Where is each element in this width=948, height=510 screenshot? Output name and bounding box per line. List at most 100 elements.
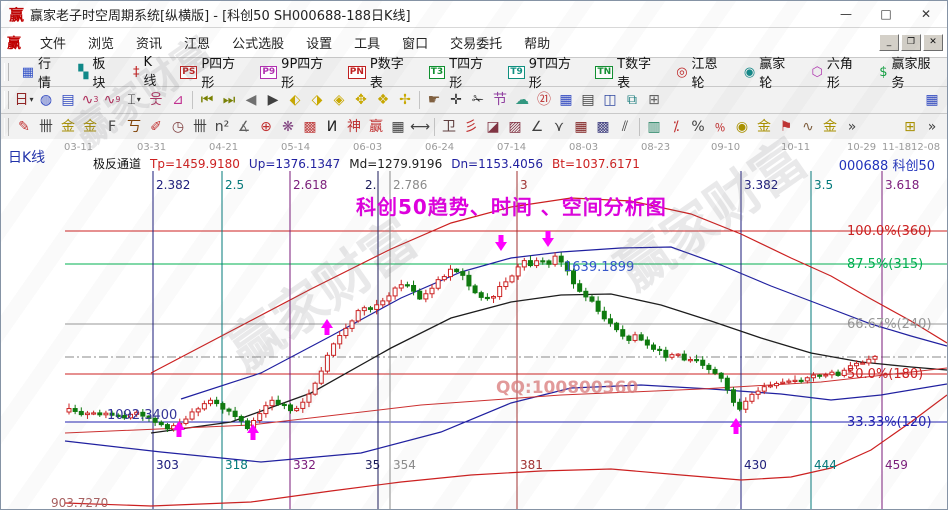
toolbar-winner-service-button[interactable]: $ 赢家服务 [870, 57, 947, 91]
mdi-close-button[interactable]: ✕ [923, 34, 943, 51]
toolbar-gann-wheel-button[interactable]: ◎ 江恩轮 [667, 57, 735, 91]
menu-资讯[interactable]: 资讯 [136, 37, 163, 52]
percent-line-icon[interactable]: ⁒ [672, 118, 680, 135]
brush-icon[interactable]: ✐ [150, 118, 162, 135]
toolbar-quotes-button[interactable]: ▦ 行情 [13, 57, 70, 91]
fibo-f-icon[interactable]: F [107, 118, 117, 135]
gold-circle-icon[interactable]: ◉ [735, 118, 749, 135]
wave-9-icon[interactable]: ∿ 9 [103, 92, 121, 108]
candle-style-icon[interactable]: ⌶ ▾ [127, 92, 141, 108]
box-hatch-icon[interactable]: ▨ [508, 118, 522, 135]
last-page-icon[interactable]: ⏭ [222, 92, 236, 108]
measure-icon[interactable]: ⟷ [409, 118, 431, 135]
network-icon[interactable]: ⧉ [627, 92, 637, 108]
diamond-left-icon[interactable]: ⬖ [289, 92, 301, 108]
grid-123-icon[interactable]: ▦ [391, 118, 405, 135]
stats-chart-icon[interactable]: ▥ [647, 118, 661, 135]
crosshair-icon[interactable]: ✛ [450, 92, 462, 108]
wave-tool-icon[interactable]: ∿ [802, 118, 814, 135]
menu-浏览[interactable]: 浏览 [88, 37, 115, 52]
gold-level-icon[interactable]: 金 [757, 118, 771, 135]
toolbar-t-square-button[interactable]: T3 T四方形 [420, 57, 500, 91]
mdi-restore-button[interactable]: ❐ [901, 34, 921, 51]
toolbar-9t-square-button[interactable]: T9 9T四方形 [499, 57, 586, 91]
mdi-minimize-button[interactable]: _ [879, 34, 899, 51]
menu-公式选股[interactable]: 公式选股 [232, 37, 285, 52]
gold-3-icon[interactable]: 金 [823, 118, 837, 135]
menu-帮助[interactable]: 帮助 [524, 37, 551, 52]
toolbar-p-square-button[interactable]: PS P四方形 [171, 57, 251, 91]
panel-icon[interactable]: ▦ [925, 92, 939, 108]
net-chart-icon[interactable]: ◍ [39, 92, 53, 108]
prev-icon[interactable]: ◀ [245, 92, 257, 108]
notebook-icon[interactable]: ▤ [581, 92, 595, 108]
menu-工具[interactable]: 工具 [354, 37, 381, 52]
menu-交易委托[interactable]: 交易委托 [450, 37, 503, 52]
clock-icon[interactable]: ◷ [171, 118, 185, 135]
ying-icon[interactable]: 赢 [369, 118, 383, 135]
percent-icon[interactable]: % [691, 118, 705, 135]
menu-文件[interactable]: 文件 [40, 37, 67, 52]
gann-target-icon[interactable]: ⊕ [260, 118, 272, 135]
more-right-icon[interactable]: » [927, 118, 937, 135]
toolbar-kline-button[interactable]: ‡ K线 [124, 55, 171, 89]
menu-江恩[interactable]: 江恩 [184, 37, 211, 52]
kline-chart-area[interactable]: 03-11 03-31 04-21 05-14 06-03 06-24 07-14 08-03… [1, 139, 947, 509]
parallel-icon[interactable]: ⫽ [621, 118, 629, 135]
save-icon[interactable]: ◫ [603, 92, 617, 108]
toolbar-winner-wheel-button[interactable]: ◉ 赢家轮 [735, 57, 803, 91]
stand-icon[interactable]: 卫 [442, 118, 456, 135]
more-icon[interactable]: » [847, 118, 857, 135]
shen-icon[interactable]: 神 [347, 118, 361, 135]
toolbar-t-table-button[interactable]: TN T数字表 [586, 57, 667, 91]
calendar-icon[interactable]: ㉑ [537, 92, 551, 108]
cloud-icon[interactable]: ☁ [515, 92, 529, 108]
print-icon[interactable]: ⊞ [648, 92, 660, 108]
angle-lines-icon[interactable]: ∠ [530, 118, 544, 135]
close-button[interactable]: ✕ [920, 7, 932, 21]
gold-lines-1-icon[interactable]: 金 [61, 118, 75, 135]
angle-ruler-icon[interactable]: ∡ [237, 118, 251, 135]
calculator-icon[interactable]: ▦ [559, 92, 573, 108]
toolbar-sectors-button[interactable]: ▚ 板块 [69, 57, 124, 91]
pen-icon[interactable]: ✎ [18, 118, 30, 135]
maximize-button[interactable]: □ [880, 7, 892, 21]
gold-lines-2-icon[interactable]: 金 [83, 118, 97, 135]
grid-red-icon[interactable]: ▦ [574, 118, 588, 135]
flag-tool-icon[interactable]: ⚑ [779, 118, 793, 135]
grid-gold-icon[interactable]: ⊞ [904, 118, 916, 135]
hand-icon[interactable]: ☛ [427, 92, 441, 108]
diamond-h-icon[interactable]: ◈ [333, 92, 345, 108]
hook-icon[interactable]: 丂 [127, 118, 141, 135]
figure-icon[interactable]: 웃 [149, 92, 163, 108]
next-icon[interactable]: ▶ [267, 92, 279, 108]
diamond-all-icon[interactable]: ✢ [399, 92, 411, 108]
diamond-right-icon[interactable]: ⬗ [311, 92, 323, 108]
snip-icon[interactable]: ✁ [472, 92, 484, 108]
ruler-2-icon[interactable]: 卌 [193, 118, 207, 135]
zigzag-n-icon[interactable]: И [326, 118, 338, 135]
spiral-icon[interactable]: ❋ [282, 118, 294, 135]
ruler-icon[interactable]: 卌 [39, 118, 53, 135]
box-fan-icon[interactable]: ◪ [486, 118, 500, 135]
note-icon[interactable]: ▤ [61, 92, 75, 108]
first-page-icon[interactable]: ⏮ [200, 92, 214, 108]
toolbar-hexagon-button[interactable]: ⬡ 六角形 [803, 57, 871, 91]
period-day-icon[interactable]: 日 ▾ [14, 92, 34, 108]
grid-blue-icon[interactable]: ▩ [596, 118, 610, 135]
minimize-button[interactable]: — [840, 7, 852, 21]
diamond-x-icon[interactable]: ✥ [355, 92, 367, 108]
herb-icon[interactable]: 节 [493, 92, 507, 108]
menu-设置[interactable]: 设置 [306, 37, 333, 52]
v-lines-icon[interactable]: ⋎ [553, 118, 565, 135]
percent-level-icon[interactable]: ﹪ [713, 118, 727, 135]
menu-窗口[interactable]: 窗口 [402, 37, 429, 52]
flag-icon[interactable]: ⊿ [172, 92, 184, 108]
n-squared-icon[interactable]: n² [214, 118, 230, 135]
wave-3-icon[interactable]: ∿ 3 [81, 92, 99, 108]
fan-lines-icon[interactable]: 彡 [464, 118, 478, 135]
diamond-plus-icon[interactable]: ❖ [376, 92, 390, 108]
toolbar-9p-square-button[interactable]: P9 9P四方形 [251, 57, 338, 91]
toolbar-p-table-button[interactable]: PN P数字表 [339, 57, 420, 91]
web-grid-icon[interactable]: ▩ [303, 118, 317, 135]
